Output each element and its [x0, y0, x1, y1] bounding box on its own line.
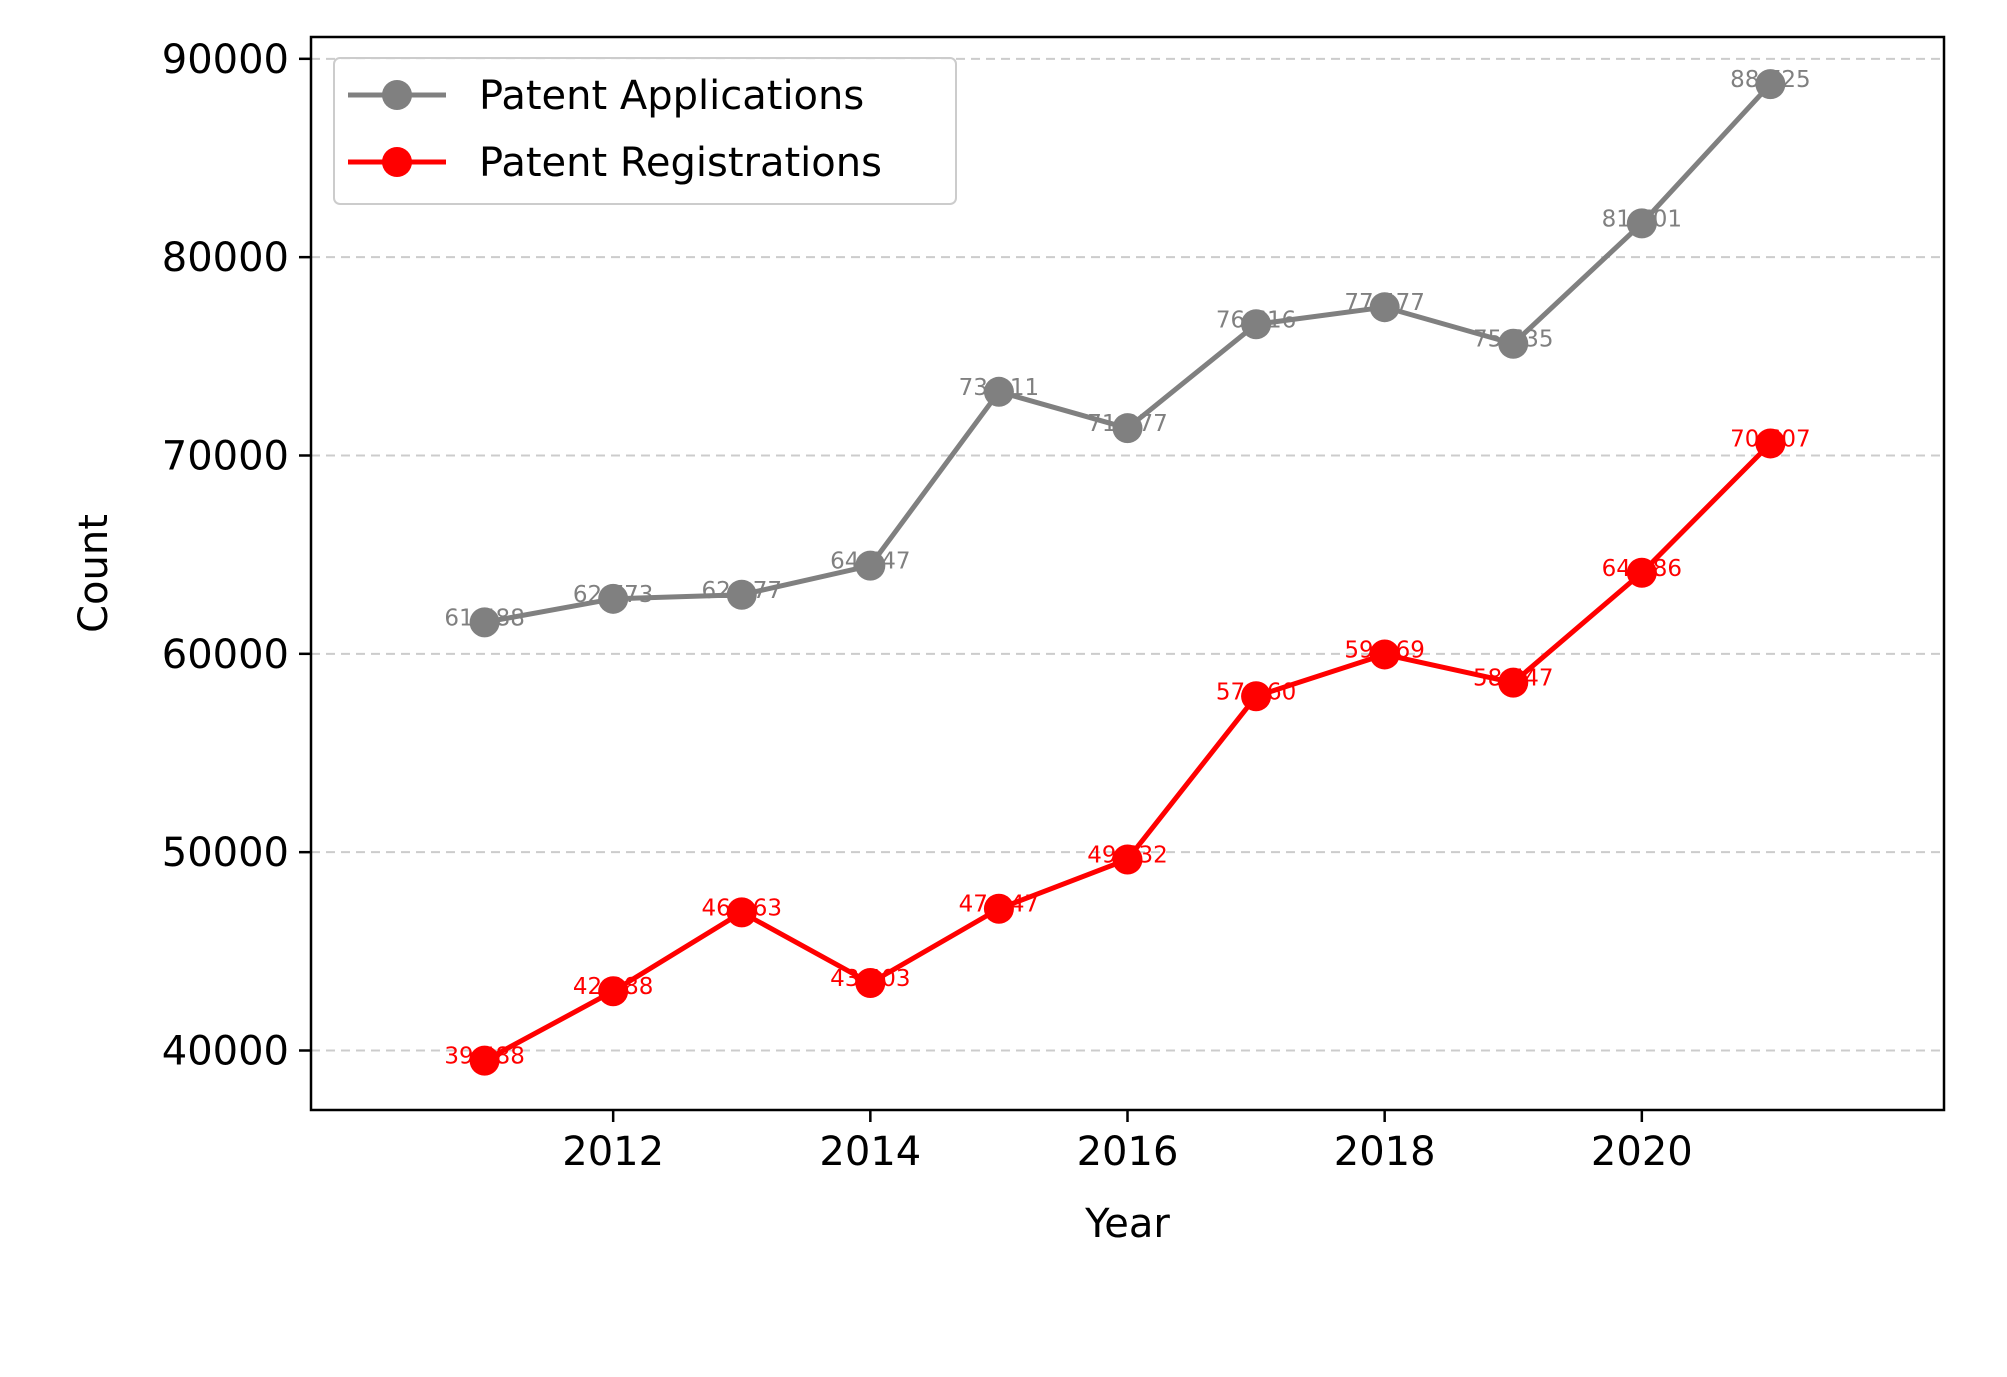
data-label-patent-registrations: 59,969	[1344, 637, 1424, 663]
data-label-patent-registrations: 58,547	[1473, 666, 1553, 692]
data-point-patent-registrations	[1112, 844, 1143, 875]
y-tick-label: 40000	[162, 1028, 289, 1074]
y-tick-label: 70000	[162, 433, 289, 479]
data-point-patent-applications	[1498, 328, 1529, 359]
data-label-patent-registrations: 46,963	[702, 895, 782, 921]
data-label-patent-applications: 81,701	[1602, 206, 1682, 232]
data-point-patent-applications	[1112, 413, 1143, 444]
x-tick-label: 2018	[1334, 1129, 1436, 1175]
data-point-patent-registrations	[1626, 557, 1657, 588]
legend-marker-patent-applications	[382, 80, 412, 110]
x-tick-label: 2012	[562, 1129, 664, 1175]
data-label-patent-registrations: 43,403	[830, 966, 910, 992]
data-label-patent-applications: 73,211	[959, 375, 1039, 401]
data-label-patent-applications: 62,773	[573, 582, 653, 608]
data-point-patent-applications	[726, 579, 757, 610]
data-label-patent-applications: 75,635	[1473, 327, 1553, 353]
data-point-patent-applications	[1241, 309, 1272, 340]
data-point-patent-applications	[469, 607, 500, 638]
data-point-patent-registrations	[855, 968, 886, 999]
series-line-patent-registrations	[483, 441, 1773, 1063]
data-label-patent-applications: 76,616	[1216, 307, 1296, 333]
data-point-patent-applications	[855, 550, 886, 581]
data-label-patent-registrations: 39,488	[444, 1044, 524, 1070]
data-label-patent-registrations: 42,988	[573, 974, 653, 1000]
x-tick-label: 2020	[1591, 1129, 1693, 1175]
data-point-patent-registrations	[726, 897, 757, 928]
grid-lines	[311, 57, 1944, 1052]
y-tick-label: 80000	[162, 235, 289, 281]
data-point-patent-applications	[1626, 208, 1657, 239]
legend-label-patent-registrations: Patent Registrations	[479, 140, 882, 186]
y-tick-label: 60000	[162, 632, 289, 678]
data-label-patent-registrations: 64,086	[1602, 556, 1682, 582]
data-label-patent-registrations: 57,860	[1216, 679, 1296, 705]
y-tick-label: 90000	[162, 37, 289, 83]
legend-label-patent-applications: Patent Applications	[479, 73, 864, 119]
data-label-patent-applications: 88,725	[1730, 67, 1810, 93]
data-label-patent-applications: 64,447	[830, 549, 910, 575]
data-label-patent-applications: 62,977	[702, 578, 782, 604]
data-point-patent-applications	[1755, 69, 1786, 100]
y-tick-label: 50000	[162, 830, 289, 876]
data-point-patent-registrations	[1369, 639, 1400, 670]
x-tick-label: 2014	[819, 1129, 921, 1175]
x-axis-label: Year	[1084, 1201, 1170, 1247]
data-label-patent-applications: 77,477	[1344, 290, 1424, 316]
data-point-patent-applications	[1369, 292, 1400, 323]
series-patent-applications: 61,588 62,773 62,977 64,447 73,211 71,377 76,6…	[444, 67, 1811, 638]
data-point-patent-registrations	[1498, 667, 1529, 698]
data-point-patent-applications	[598, 583, 629, 614]
data-label-patent-registrations: 47,147	[959, 892, 1039, 918]
axes: 40000 50000 60000 70000 80000 90000 2012 2014 20…	[162, 37, 1693, 1175]
data-point-patent-registrations	[469, 1045, 500, 1076]
y-axis-label: Count	[71, 514, 117, 633]
data-label-patent-applications: 61,588	[444, 605, 524, 631]
data-point-patent-applications	[983, 376, 1014, 407]
legend-box	[333, 57, 957, 205]
data-point-patent-registrations	[1241, 681, 1272, 712]
series-layer: 61,588 62,773 62,977 64,447 73,211 71,377 76,6…	[444, 67, 1811, 1076]
data-label-patent-registrations: 70,607	[1730, 426, 1810, 452]
data-label-patent-registrations: 49,632	[1087, 842, 1167, 868]
legend-marker-patent-registrations	[382, 147, 412, 177]
data-label-patent-applications: 71,377	[1087, 411, 1167, 437]
data-point-patent-registrations	[1755, 428, 1786, 459]
data-point-patent-registrations	[983, 893, 1014, 924]
legend: Patent Applications Patent Registrations	[333, 57, 957, 205]
data-point-patent-registrations	[598, 976, 629, 1007]
series-patent-registrations: 39,488 42,988 46,963 43,403 47,147 49,632 57,8…	[444, 426, 1811, 1076]
x-tick-label: 2016	[1077, 1129, 1179, 1175]
